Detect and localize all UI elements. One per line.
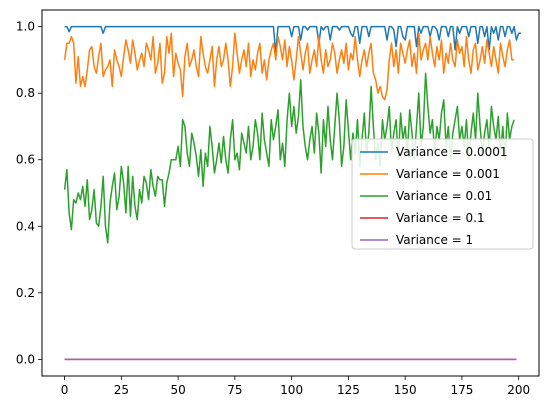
x-tick-label: 75	[227, 383, 242, 397]
series-line-1	[63, 32, 515, 101]
x-tick-label: 175	[450, 383, 473, 397]
x-tick-label: 125	[337, 383, 360, 397]
y-tick-label: 1.0	[16, 20, 35, 34]
y-tick-label: 0.0	[16, 352, 35, 366]
legend: Variance = 0.0001 Variance = 0.001 Varianc…	[351, 138, 534, 250]
legend-label: Variance = 0.1	[396, 211, 485, 225]
x-tick-label: 25	[114, 383, 129, 397]
legend-label: Variance = 0.001	[396, 167, 500, 181]
y-tick-label: 0.8	[16, 86, 35, 100]
x-tick-label: 150	[394, 383, 417, 397]
legend-label: Variance = 0.01	[396, 189, 492, 203]
x-tick-label: 0	[61, 383, 69, 397]
series-layer	[63, 25, 521, 361]
y-tick-label: 0.2	[16, 286, 35, 300]
y-tick-label: 0.4	[16, 219, 35, 233]
legend-label: Variance = 0.0001	[396, 145, 508, 159]
plot-frame	[41, 9, 540, 377]
legend-label: Variance = 1	[396, 233, 473, 247]
x-tick-label: 50	[170, 383, 185, 397]
y-tick-label: 0.6	[16, 153, 35, 167]
y-axis: 0.0 0.2 0.4 0.6 0.8 1.0	[16, 20, 42, 366]
legend-box	[351, 138, 534, 250]
series-line-0	[64, 25, 521, 54]
x-tick-label: 200	[507, 383, 530, 397]
x-tick-label: 100	[280, 383, 303, 397]
x-axis: 0 25 50 75 100 125 150 175 200	[61, 376, 530, 397]
